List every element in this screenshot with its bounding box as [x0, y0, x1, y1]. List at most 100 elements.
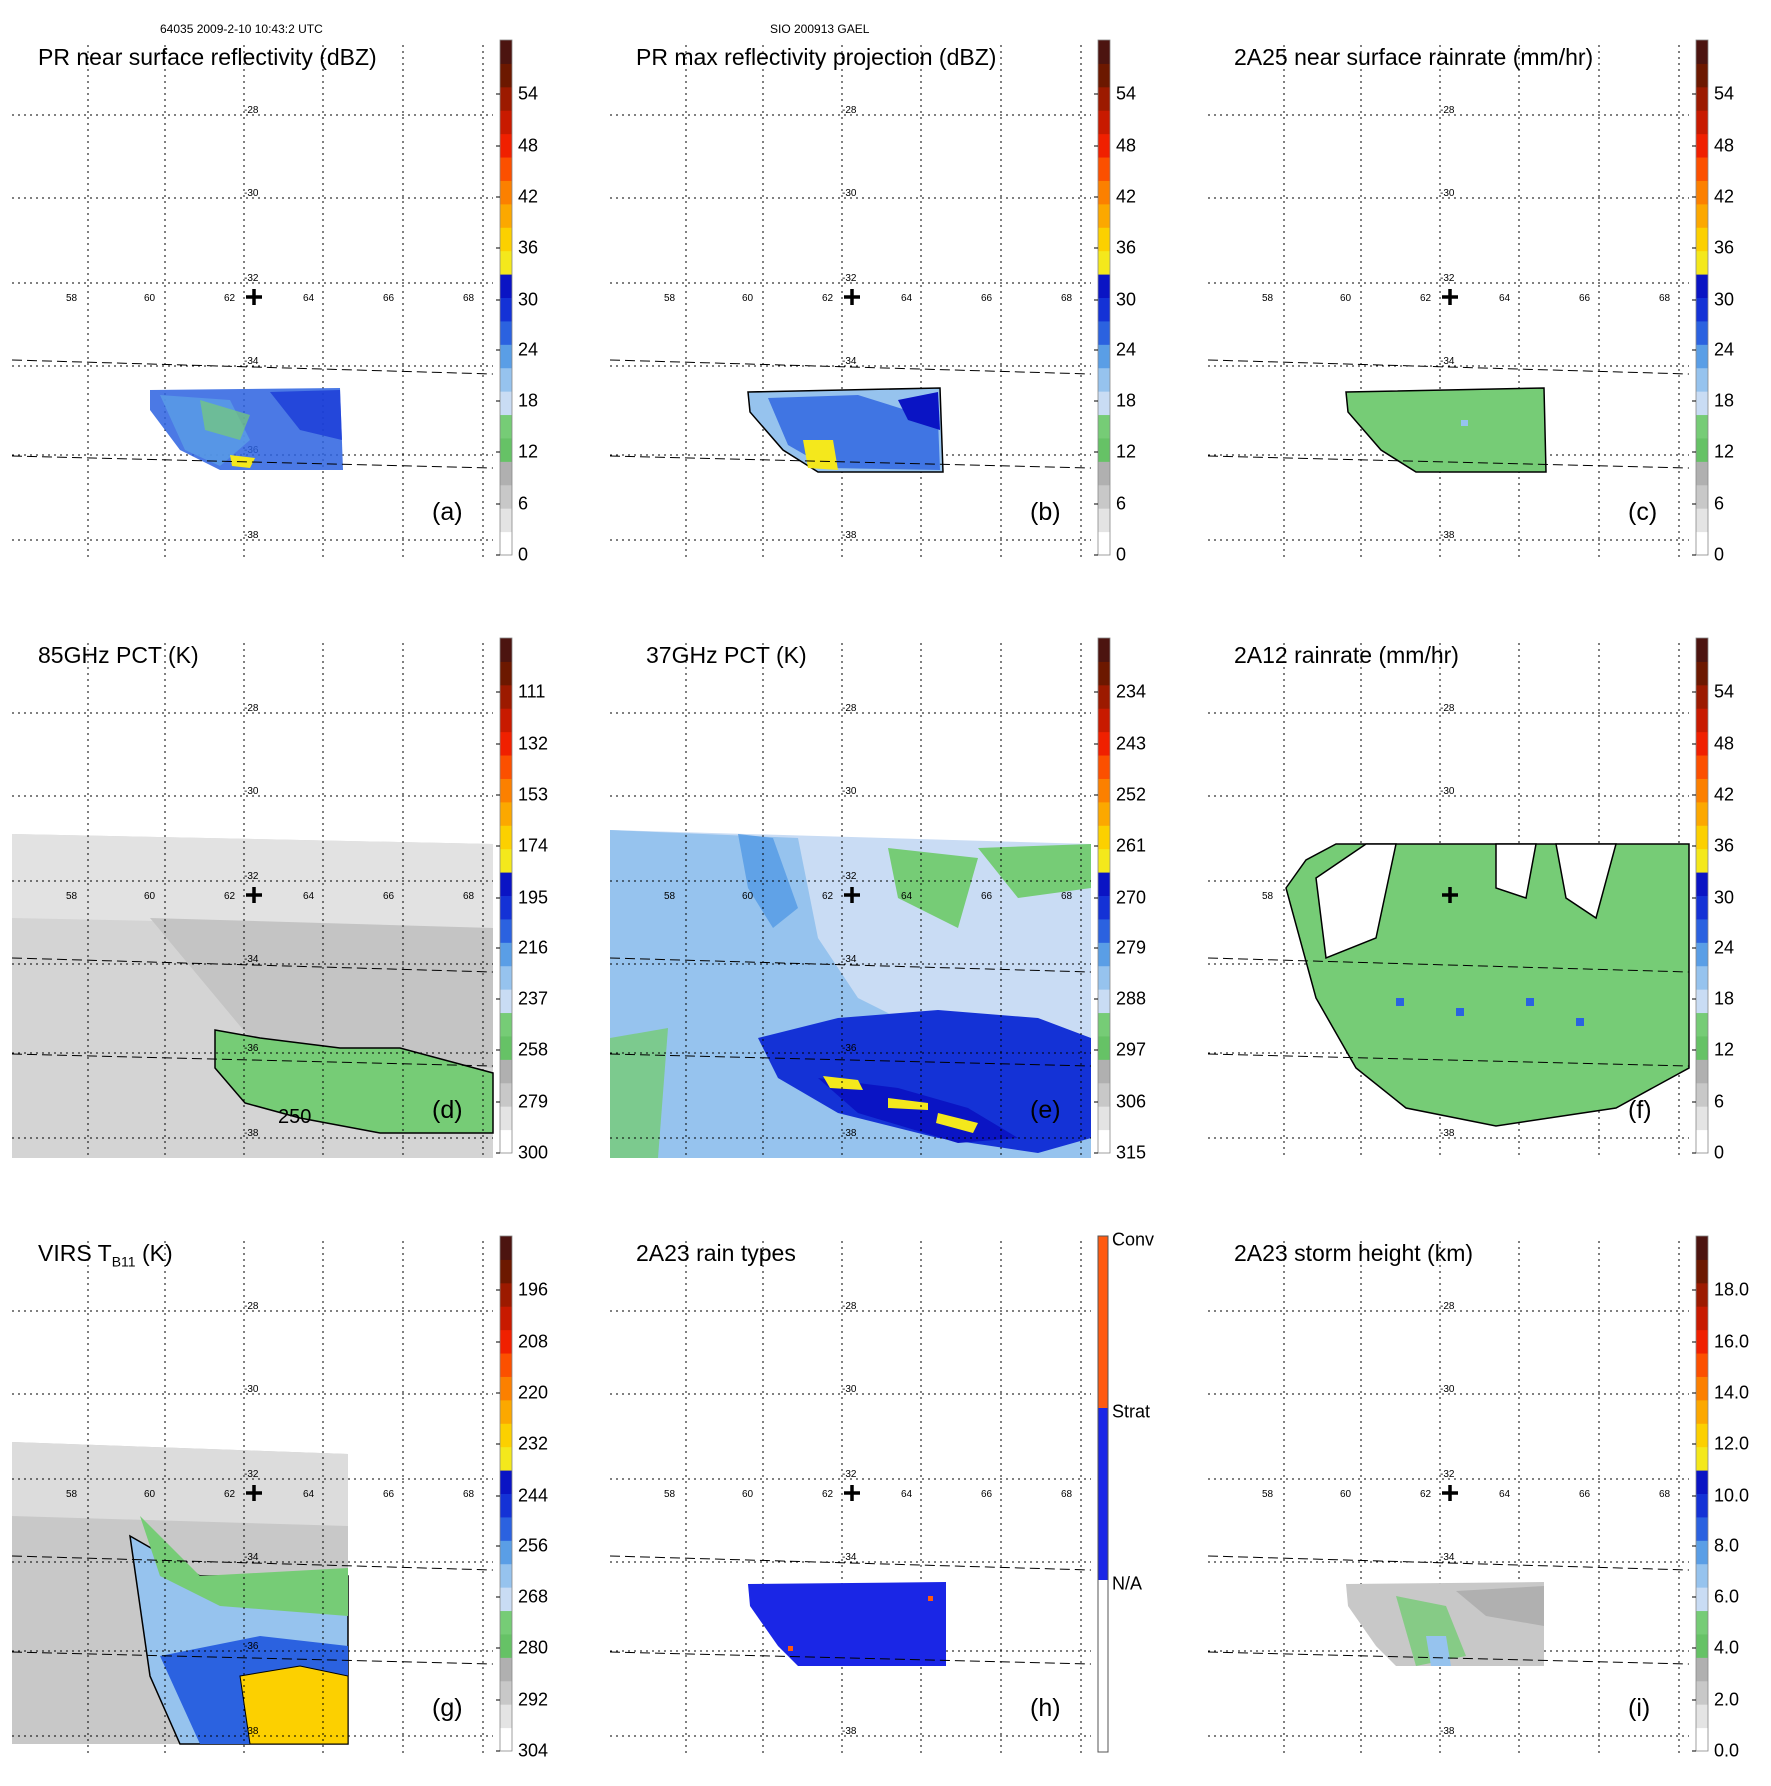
storm-info: SIO 200913 GAEL: [770, 22, 870, 36]
longitude-label: 60: [144, 1489, 156, 1500]
pr-reflectivity-field: [150, 388, 343, 470]
swath-edge-line: [11, 1555, 494, 1571]
longitude-label: 62: [822, 891, 834, 902]
colorbar-segment: [500, 367, 512, 392]
colorbar-segment: [1696, 1282, 1708, 1307]
orbit-info: 64035 2009-2-10 10:43:2 UTC: [160, 22, 323, 36]
colorbar-tick-label: 0: [1714, 1142, 1725, 1163]
colorbar-segment: [500, 801, 512, 826]
colorbar-segment: [500, 320, 512, 345]
colorbar-segment: [1696, 1376, 1708, 1401]
longitude-label: 68: [463, 293, 475, 304]
rainrate-2a12-field: [1285, 843, 1690, 1127]
colorbar-segment: [1098, 638, 1110, 662]
longitude-label: 58: [1262, 293, 1274, 304]
latitude-label: -32: [1440, 1469, 1455, 1480]
colorbar-segment: [500, 1680, 512, 1705]
storm-center-icon: [1442, 1485, 1458, 1501]
longitude-label: 58: [66, 293, 78, 304]
colorbar-tick-label: 258: [518, 1039, 549, 1060]
longitude-label: 66: [383, 293, 395, 304]
colorbar-segment: [1696, 1329, 1708, 1354]
rain-type-label: N/A: [1112, 1573, 1143, 1594]
colorbar-tick-label: 234: [1116, 681, 1147, 702]
colorbar-segment: [500, 755, 512, 779]
colorbar-segment: [500, 1493, 512, 1518]
colorbar-segment: [1696, 1129, 1708, 1154]
colorbar-segment: [1696, 731, 1708, 756]
colorbar-segment: [1098, 1082, 1110, 1107]
panel-d: 250 -28 -30 -32 -34 -36 -38 58 60 62 64 66 68 85GHz…: [0, 598, 590, 1188]
colorbar-segment: [1696, 965, 1708, 990]
colorbar-segment: [500, 918, 512, 943]
colorbar-segment: [500, 437, 512, 462]
colorbar-segment: [500, 414, 512, 439]
colorbar-tick-label: 48: [1116, 135, 1137, 156]
latitude-label: -28: [842, 1301, 857, 1312]
swath-edge-line: [609, 1053, 1092, 1067]
latitude-label: -36: [244, 1641, 259, 1652]
colorbar-tick-label: 6: [1714, 1091, 1725, 1112]
colorbar-segment: [500, 508, 512, 533]
colorbar-segment: [1696, 1704, 1708, 1729]
colorbar-segment: [1696, 684, 1708, 709]
storm-center-icon: [844, 887, 860, 903]
colorbar-tick-label: 268: [518, 1586, 549, 1607]
longitude-label: 60: [1340, 293, 1352, 304]
colorbar-segment: [500, 942, 512, 967]
colorbar-segment: [500, 157, 512, 181]
colorbar-segment: [500, 250, 512, 275]
latitude-label: -30: [1440, 786, 1455, 797]
colorbar-segment: [1696, 825, 1708, 850]
colorbar-segment: [500, 1657, 512, 1682]
latitude-label: -38: [244, 530, 259, 541]
colorbar-segment: [1696, 1516, 1708, 1541]
longitude-label: 68: [463, 1489, 475, 1500]
colorbar-tick-label: 270: [1116, 887, 1147, 908]
colorbar-tick-label: 24: [518, 339, 539, 360]
colorbar-segment: [500, 1563, 512, 1588]
longitude-label: 62: [822, 1489, 834, 1500]
colorbar-segment: [1696, 461, 1708, 486]
colorbar-segment: [1696, 1470, 1708, 1494]
colorbar-segment: [1098, 461, 1110, 486]
colorbar-segment: [1098, 40, 1110, 64]
colorbar-segment: [1696, 848, 1708, 873]
colorbar-tick-label: 54: [1116, 83, 1137, 104]
colorbar-frame: [1695, 1235, 1709, 1752]
storm-center-icon: [246, 1485, 262, 1501]
colorbar-segment: [500, 965, 512, 990]
colorbar-segment: [1098, 250, 1110, 275]
colorbar-tick-label: 36: [518, 237, 539, 258]
colorbar-tick-label: 0: [1714, 544, 1725, 565]
colorbar-tick-label: 288: [1116, 988, 1147, 1009]
swath-edge-line: [609, 1651, 1092, 1665]
longitude-label: 64: [901, 293, 913, 304]
latitude-label: -32: [1440, 273, 1455, 284]
colorbar-segment: [1098, 801, 1110, 826]
latitude-label: -28: [244, 1301, 259, 1312]
colorbar-segment: [1696, 274, 1708, 298]
colorbar-tick-label: 30: [1714, 887, 1735, 908]
colorbar-segment: [1696, 344, 1708, 369]
colorbar-frame: [1097, 39, 1111, 556]
latitude-label: -28: [244, 105, 259, 116]
colorbar-segment: [500, 297, 512, 322]
swath-edge-line: [609, 957, 1092, 973]
latitude-label: -30: [842, 188, 857, 199]
swath-edge-line: [1207, 1555, 1690, 1571]
colorbar-segment: [1696, 1259, 1708, 1284]
title-sub: B11: [111, 1253, 136, 1270]
latitude-label: -32: [244, 273, 259, 284]
colorbar-segment: [500, 484, 512, 509]
colorbar-segment: [1098, 297, 1110, 322]
colorbar-segment: [500, 684, 512, 709]
colorbar-tick-label: 280: [518, 1637, 549, 1658]
panel-title: PR near surface reflectivity (dBZ): [38, 44, 377, 70]
colorbar-tick-label: 42: [518, 186, 539, 207]
colorbar-segment: [1696, 391, 1708, 416]
colorbar-tick-label: 252: [1116, 784, 1147, 805]
colorbar-segment: [1696, 508, 1708, 533]
